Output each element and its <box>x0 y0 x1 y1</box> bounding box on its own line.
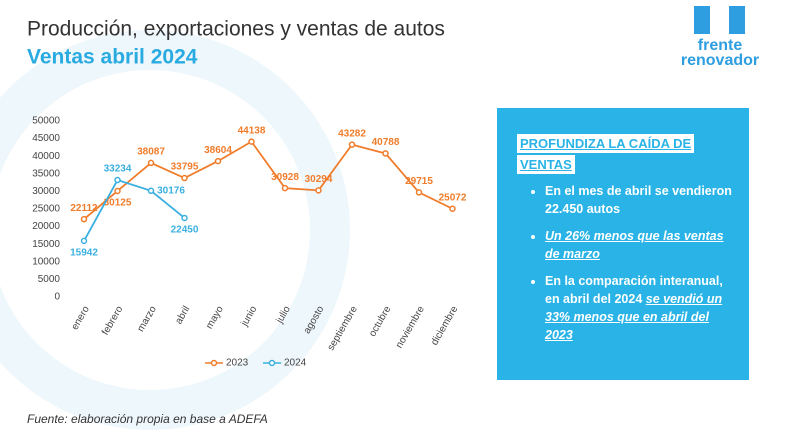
point <box>80 237 88 245</box>
x-tick-label: octubre <box>367 304 393 339</box>
legend-label: 2023 <box>226 358 249 369</box>
data-label: 22450 <box>171 225 199 236</box>
data-label: 30928 <box>271 172 299 183</box>
data-label: 38604 <box>204 145 232 156</box>
series-line <box>83 178 186 242</box>
data-label: 38087 <box>137 147 165 158</box>
bullet: Un 26% menos que las ventas de marzo <box>545 227 733 263</box>
source: Fuente: elaboración propia en base a ADE… <box>27 412 268 426</box>
data-label: 30125 <box>104 198 132 209</box>
legend-marker <box>268 359 276 367</box>
x-tick-label: noviembre <box>394 304 427 350</box>
data-label: 43282 <box>338 128 366 139</box>
point <box>248 138 255 145</box>
data-label: 33795 <box>171 162 199 173</box>
point <box>382 150 389 157</box>
info-panel: PROFUNDIZA LA CAÍDA DE VENTAS En el mes de… <box>497 108 749 380</box>
logo-text: frente <box>698 37 743 54</box>
background-circle <box>0 70 310 390</box>
logo-bar <box>729 6 745 34</box>
legend-label: 2024 <box>284 358 307 369</box>
bullet-text: En el mes de abril se vendieron 22.450 a… <box>545 184 732 216</box>
bullet: En el mes de abril se vendieron 22.450 a… <box>545 182 733 218</box>
point <box>281 184 289 192</box>
data-label: 22112 <box>70 203 98 214</box>
series-line <box>83 140 453 220</box>
point <box>315 187 322 194</box>
x-tick-label: diciembre <box>429 304 460 347</box>
point <box>80 215 88 223</box>
data-label: 44138 <box>238 125 266 136</box>
bullet-text: Un 26% menos que las ventas de marzo <box>545 229 724 261</box>
bullet-text: En la comparación interanual, en abril d… <box>545 274 723 306</box>
point <box>114 187 121 195</box>
data-label: 33234 <box>104 164 132 175</box>
point <box>449 205 456 212</box>
y-tick-label: 5000 <box>38 274 61 285</box>
data-label: 25072 <box>439 192 467 203</box>
bullet-text: se vendió un 33% menos que en abril del … <box>545 292 723 342</box>
legend-marker <box>210 359 218 367</box>
bullet-list: En el mes de abril se vendieron 22.450 a… <box>517 182 733 344</box>
y-tick-label: 20000 <box>32 221 60 232</box>
point <box>415 189 423 196</box>
point <box>348 141 356 148</box>
y-tick-label: 30000 <box>32 186 60 197</box>
y-tick-label: 50000 <box>32 116 60 127</box>
point <box>181 174 188 182</box>
point <box>181 214 188 222</box>
subtitle: Ventas abril 2024 <box>27 46 198 69</box>
data-label: 30294 <box>305 174 333 185</box>
logo-bar <box>694 6 710 34</box>
y-tick-label: 40000 <box>32 151 60 162</box>
panel-heading: PROFUNDIZA LA CAÍDA DE <box>517 134 695 153</box>
logo-text: renovador <box>681 52 759 69</box>
y-tick-label: 10000 <box>32 256 60 267</box>
data-label: 30176 <box>157 185 185 196</box>
y-tick-label: 35000 <box>32 168 60 179</box>
point <box>147 159 155 167</box>
y-tick-label: 45000 <box>32 133 60 144</box>
title: Producción, exportaciones y ventas de au… <box>27 18 445 41</box>
y-tick-label: 0 <box>54 292 60 303</box>
point <box>114 176 121 184</box>
y-tick-label: 15000 <box>32 239 60 250</box>
y-tick-label: 25000 <box>32 204 60 215</box>
point <box>214 157 222 165</box>
panel-heading: VENTAS <box>517 155 575 174</box>
data-label: 29715 <box>405 176 433 187</box>
bullet: En la comparación interanual, en abril d… <box>545 272 733 344</box>
data-label: 40788 <box>372 137 400 148</box>
point <box>147 187 155 195</box>
data-label: 15942 <box>70 248 98 259</box>
